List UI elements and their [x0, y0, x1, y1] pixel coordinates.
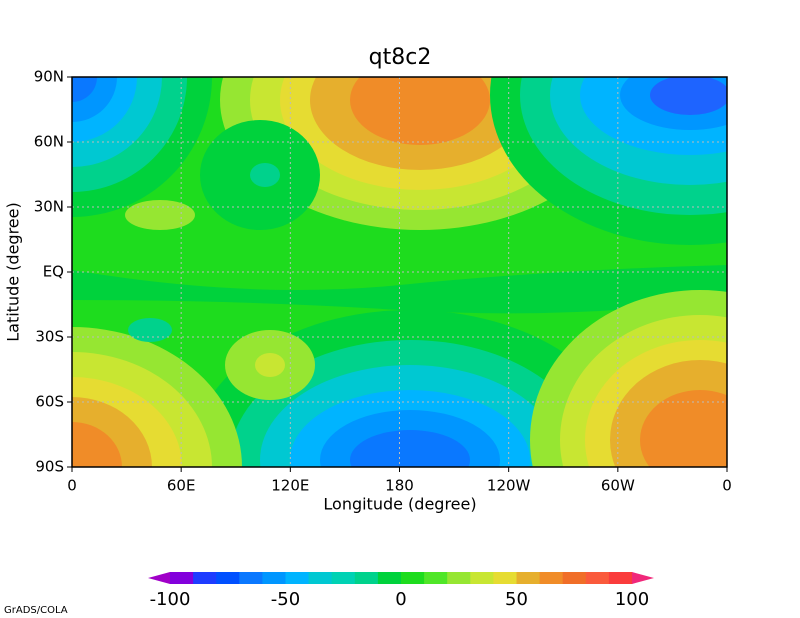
colorbar-tick-label: 50 — [505, 589, 528, 610]
colorbar-segment — [331, 572, 356, 584]
colorbar-segment — [539, 572, 564, 584]
y-tick-label: 60N — [34, 133, 64, 151]
colorbar-segment — [401, 572, 425, 584]
colorbar-segment — [285, 572, 310, 584]
colorbar-segment — [562, 572, 587, 584]
colorbar-segment — [585, 572, 610, 584]
colorbar-segment — [424, 572, 448, 584]
y-tick-label: 60S — [35, 393, 64, 411]
y-tick-label: EQ — [43, 263, 64, 281]
x-tick-label: 180 — [385, 477, 414, 495]
colorbar-segment — [493, 572, 517, 584]
colorbar-segment — [239, 572, 263, 584]
colorbar-segment — [170, 572, 194, 584]
x-tick-label: 0 — [722, 477, 732, 495]
footer: GrADS/COLA — [4, 605, 68, 616]
y-tick-label: 90S — [35, 458, 64, 476]
y-tick-label: 30S — [35, 328, 64, 346]
x-tick-label: 120W — [487, 477, 531, 495]
colorbar-segment — [377, 572, 402, 584]
colorbar-segment — [216, 572, 240, 584]
colorbar-segment — [470, 572, 494, 584]
colorbar-segment — [308, 572, 333, 584]
x-tick-label: 60W — [601, 477, 635, 495]
colorbar-segment — [354, 572, 379, 584]
chart-title: qt8c2 — [369, 45, 432, 70]
colorbar-segment — [516, 572, 541, 584]
colorbar-segment — [262, 572, 286, 584]
colorbar-tick-label: 100 — [615, 589, 649, 610]
x-axis-label: Longitude (degree) — [323, 495, 476, 514]
colorbar-extend — [632, 572, 654, 584]
y-tick-label: 30N — [34, 198, 64, 216]
y-tick-label: 90N — [34, 68, 64, 86]
colorbar-tick-label: -50 — [271, 589, 300, 610]
colorbar-segment — [193, 572, 217, 584]
x-tick-label: 0 — [67, 477, 77, 495]
x-tick-label: 60E — [167, 477, 196, 495]
colorbar-extend — [148, 572, 170, 584]
colorbar-segment — [447, 572, 471, 584]
colorbar-tick-label: -100 — [150, 589, 191, 610]
colorbar-segment — [608, 572, 633, 584]
y-axis-label: Latitude (degree) — [4, 202, 23, 342]
x-tick-label: 120E — [271, 477, 309, 495]
colorbar-tick-label: 0 — [395, 589, 406, 610]
